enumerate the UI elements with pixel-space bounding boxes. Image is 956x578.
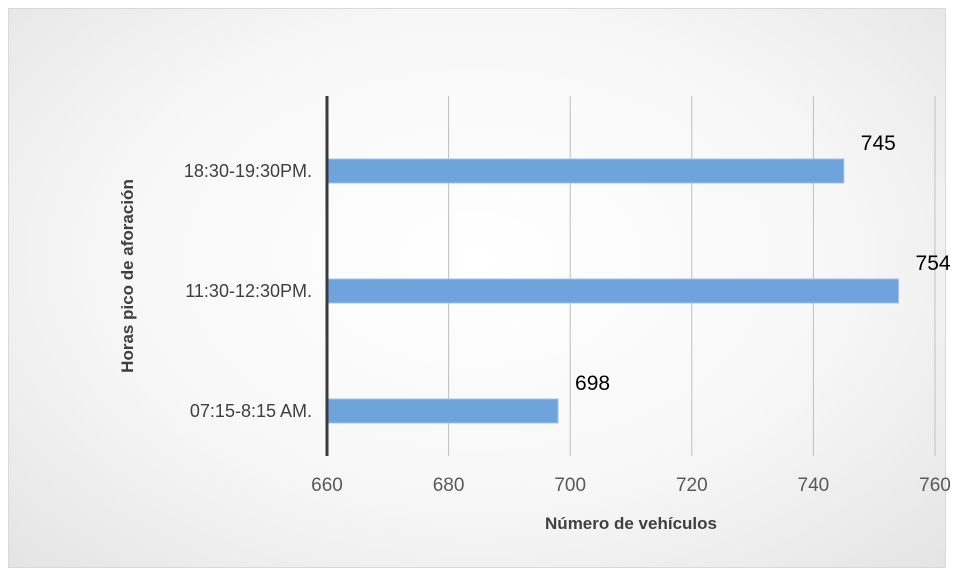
data-label: 754 <box>916 252 951 275</box>
bar <box>326 158 845 184</box>
category-label: 18:30-19:30PM. <box>184 161 312 181</box>
x-tick-label: 660 <box>311 475 343 496</box>
bars <box>326 158 900 424</box>
category-label: 07:15-8:15 AM. <box>190 401 312 421</box>
x-tick-label: 720 <box>676 475 708 496</box>
x-tick-label: 760 <box>919 475 951 496</box>
y-axis-title: Horas pico de aforación <box>118 179 137 373</box>
x-tick-labels: 660 680 700 720 740 760 <box>311 475 951 496</box>
data-label: 745 <box>861 132 896 155</box>
data-label: 698 <box>575 372 610 395</box>
bar <box>326 398 559 424</box>
x-tick-label: 740 <box>798 475 830 496</box>
x-tick-label: 680 <box>433 475 465 496</box>
bar <box>326 278 900 304</box>
data-labels: 698 754 745 <box>575 132 951 395</box>
category-labels: 07:15-8:15 AM. 11:30-12:30PM. 18:30-19:30P… <box>184 161 312 421</box>
gridlines <box>448 96 936 456</box>
category-label: 11:30-12:30PM. <box>185 281 312 301</box>
x-tick-label: 700 <box>554 475 586 496</box>
x-axis-title: Número de vehículos <box>545 514 717 533</box>
